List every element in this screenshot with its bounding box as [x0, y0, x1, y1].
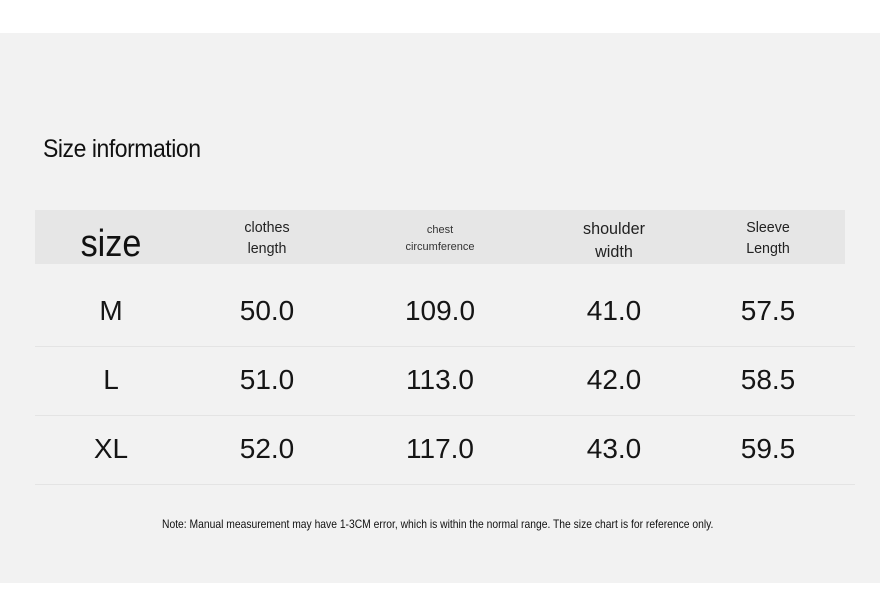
- row-m-chest: 109.0: [404, 295, 476, 326]
- row-xl-sleeve: 59.5: [740, 433, 796, 464]
- content-panel: [0, 33, 880, 583]
- table-header-band: [35, 210, 845, 264]
- header-sleeve-line1: Sleeve: [746, 219, 790, 236]
- row-xl-length: 52.0: [239, 433, 295, 464]
- row-xl-chest: 117.0: [406, 433, 474, 464]
- row-divider: [35, 415, 855, 416]
- row-xl-shoulder: 43.0: [586, 433, 642, 464]
- header-clothes-length-line1: clothes: [244, 219, 290, 236]
- row-l-length: 51.0: [239, 364, 295, 395]
- page-title: Size information: [43, 135, 201, 163]
- row-l-chest: 113.0: [406, 364, 474, 395]
- row-divider: [35, 484, 855, 485]
- header-chest: chest circumference: [354, 222, 526, 256]
- header-chest-line1: chest: [426, 224, 454, 236]
- row-l-sleeve: 58.5: [740, 364, 796, 395]
- header-sleeve: Sleeve Length: [696, 217, 840, 259]
- row-m-shoulder: 41.0: [586, 295, 642, 326]
- row-m-size: M: [99, 295, 123, 326]
- header-sleeve-line2: Length: [746, 240, 790, 257]
- row-l-size: L: [103, 364, 119, 395]
- row-divider: [35, 346, 855, 347]
- header-chest-line2: circumference: [405, 241, 475, 253]
- header-shoulder-line1: shoulder: [583, 219, 645, 238]
- header-clothes-length-line2: length: [247, 240, 287, 257]
- row-l-shoulder: 42.0: [586, 364, 642, 395]
- header-size: size: [80, 223, 142, 265]
- header-clothes-length: clothes length: [194, 217, 340, 259]
- row-m-length: 50.0: [239, 295, 295, 326]
- row-xl-size: XL: [93, 433, 129, 464]
- header-shoulder: shoulder width: [540, 217, 688, 263]
- disclaimer-note: Note: Manual measurement may have 1-3CM …: [162, 517, 714, 531]
- header-shoulder-line2: width: [595, 242, 633, 261]
- row-m-sleeve: 57.5: [740, 295, 796, 326]
